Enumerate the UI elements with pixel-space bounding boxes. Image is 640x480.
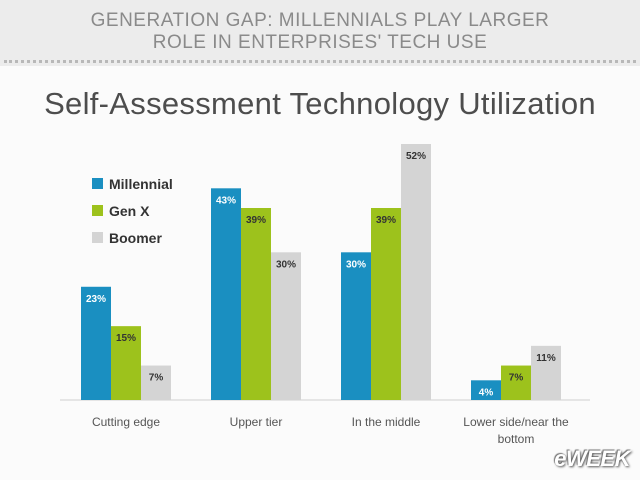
legend-item-millennial: Millennial bbox=[92, 170, 173, 197]
bar-gen-x-3 bbox=[501, 365, 531, 400]
category-label-3-line1: bottom bbox=[498, 432, 535, 446]
data-label-gen-x-0: 15% bbox=[116, 333, 136, 344]
eweek-logo: eWEEK bbox=[554, 446, 630, 471]
legend-swatch-genx bbox=[92, 205, 103, 216]
header-title-line1: GENERATION GAP: MILLENNIALS PLAY LARGER bbox=[90, 10, 550, 31]
header-divider bbox=[4, 60, 636, 63]
category-label-3-line0: Lower side/near the bbox=[463, 415, 569, 429]
header-title: GENERATION GAP: MILLENNIALS PLAY LARGER … bbox=[0, 10, 640, 54]
bar-boomer-3 bbox=[531, 345, 561, 400]
header: GENERATION GAP: MILLENNIALS PLAY LARGER … bbox=[0, 0, 640, 63]
bar-millennial-2 bbox=[341, 252, 371, 400]
category-label-2: In the middle bbox=[352, 415, 421, 429]
bar-gen-x-0 bbox=[111, 326, 141, 400]
bar-boomer-0 bbox=[141, 365, 171, 400]
bar-gen-x-2 bbox=[371, 208, 401, 400]
data-label-millennial-0: 23% bbox=[86, 294, 106, 305]
data-label-gen-x-2: 39% bbox=[376, 215, 396, 226]
legend-label-millennial: Millennial bbox=[109, 175, 173, 192]
bar-boomer-2 bbox=[401, 144, 431, 400]
data-label-gen-x-1: 39% bbox=[246, 215, 266, 226]
data-label-millennial-3: 4% bbox=[479, 387, 494, 398]
data-label-gen-x-3: 7% bbox=[509, 373, 524, 384]
bar-gen-x-1 bbox=[241, 208, 271, 400]
header-title-line2: ROLE IN ENTERPRISES' TECH USE bbox=[152, 32, 488, 53]
category-label-0: Cutting edge bbox=[92, 415, 160, 429]
data-label-boomer-1: 30% bbox=[276, 259, 296, 270]
data-label-boomer-2: 52% bbox=[406, 151, 426, 162]
legend-item-boomer: Boomer bbox=[92, 224, 173, 251]
data-label-boomer-0: 7% bbox=[149, 373, 164, 384]
legend-label-boomer: Boomer bbox=[109, 229, 162, 246]
slide-panel bbox=[0, 66, 640, 480]
chart-title: Self-Assessment Technology Utilization bbox=[44, 86, 596, 121]
chart-legend: Millennial Gen X Boomer bbox=[92, 170, 173, 251]
bar-boomer-1 bbox=[271, 252, 301, 400]
category-label-1: Upper tier bbox=[230, 415, 283, 429]
legend-label-genx: Gen X bbox=[109, 202, 150, 219]
bar-millennial-0 bbox=[81, 286, 111, 400]
data-label-millennial-1: 43% bbox=[216, 195, 236, 206]
legend-item-genx: Gen X bbox=[92, 197, 173, 224]
bar-millennial-1 bbox=[211, 188, 241, 400]
legend-swatch-millennial bbox=[92, 178, 103, 189]
data-label-millennial-2: 30% bbox=[346, 259, 366, 270]
legend-swatch-boomer bbox=[92, 232, 103, 243]
bar-millennial-3 bbox=[471, 380, 501, 400]
data-label-boomer-3: 11% bbox=[536, 353, 556, 364]
